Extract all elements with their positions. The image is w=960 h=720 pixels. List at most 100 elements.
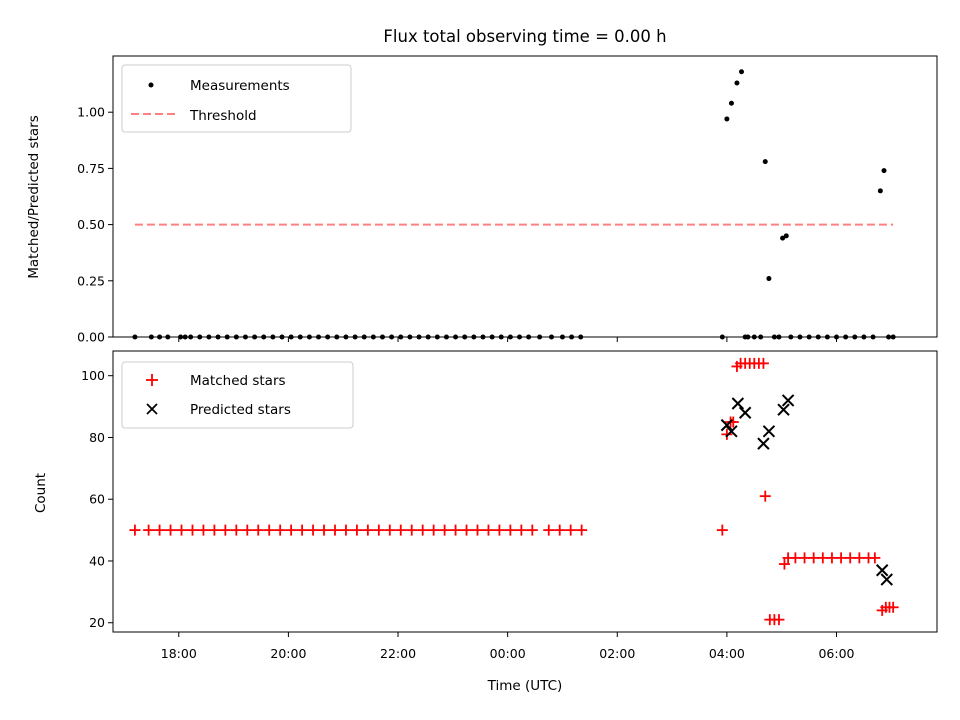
matched-stars-point — [329, 524, 341, 536]
matched-stars-point — [165, 524, 177, 536]
measurement-point — [783, 233, 789, 239]
top-y-tick-label: 0.75 — [77, 161, 105, 176]
measurement-point — [739, 69, 745, 75]
matched-stars-point — [395, 524, 407, 536]
matched-stars-point — [296, 524, 308, 536]
predicted-stars-point — [720, 418, 734, 432]
bottom-y-tick-label: 40 — [89, 553, 105, 568]
x-tick-label: 20:00 — [270, 646, 306, 661]
matched-stars-point — [450, 524, 462, 536]
matched-stars-point — [428, 524, 440, 536]
predicted-stars-point — [762, 425, 776, 438]
matched-stars-point — [515, 524, 527, 536]
predicted-stars-point — [757, 437, 770, 450]
matched-stars-point — [482, 524, 494, 536]
matched-stars-point — [208, 524, 220, 536]
measurement-point — [877, 188, 883, 194]
top-legend: Measurements Threshold — [121, 64, 352, 133]
top-plot-frame — [112, 55, 938, 338]
predicted-stars-point — [880, 573, 893, 586]
x-axis-label: Time (UTC) — [487, 678, 563, 694]
bottom-y-tick-label: 100 — [81, 368, 105, 383]
top-panel: 0.00 0.25 0.50 0.75 1.00 Matched/Predicted s… — [26, 55, 938, 345]
x-tick-label: 22:00 — [380, 646, 416, 661]
predicted-stars-point — [731, 397, 745, 410]
x-tick-label: 04:00 — [709, 646, 745, 661]
matched-stars-point — [263, 524, 275, 536]
matched-stars-point — [186, 524, 198, 536]
matched-stars-point — [154, 524, 166, 536]
top-y-tick-label: 1.00 — [77, 105, 105, 120]
predicted-stars-point — [777, 403, 790, 416]
measurement-point — [734, 80, 740, 86]
bottom-legend-box — [121, 361, 354, 429]
matched-legend-label: Matched stars — [190, 373, 286, 389]
matched-stars-point — [773, 614, 785, 626]
top-x-ticks — [178, 337, 838, 342]
matched-stars-point — [576, 524, 588, 536]
threshold-legend-label: Threshold — [189, 108, 257, 124]
matched-stars-point — [340, 524, 352, 536]
matched-stars-point — [554, 524, 566, 536]
matched-legend-marker — [146, 374, 158, 386]
matched-stars-point — [565, 524, 577, 536]
x-tick-label: 00:00 — [490, 646, 526, 661]
matched-stars-point — [143, 524, 155, 536]
chart-title: Flux total observing time = 0.00 h — [383, 27, 666, 46]
matched-stars-point — [197, 524, 209, 536]
matched-stars-series — [129, 357, 899, 626]
matched-stars-point — [504, 524, 516, 536]
measurement-point — [881, 168, 887, 174]
predicted-stars-point — [781, 394, 795, 407]
predicted-legend-label: Predicted stars — [190, 402, 291, 418]
matched-stars-point — [362, 524, 374, 536]
matched-stars-point — [307, 524, 319, 536]
measurement-point — [724, 116, 730, 122]
matched-stars-point — [759, 490, 771, 502]
matched-stars-point — [471, 524, 483, 536]
measurements-legend-label: Measurements — [190, 78, 290, 94]
predicted-stars-point — [738, 406, 752, 419]
matched-stars-point — [493, 524, 505, 536]
matched-stars-point — [274, 524, 286, 536]
x-tick-label: 06:00 — [818, 646, 854, 661]
top-y-tick-label: 0.25 — [77, 273, 105, 288]
matched-stars-point — [219, 524, 231, 536]
measurement-point — [766, 276, 772, 282]
predicted-legend-marker — [146, 403, 158, 415]
bottom-y-ticks: 20 40 60 80 100 — [81, 368, 113, 630]
top-legend-box — [121, 64, 352, 133]
matched-stars-point — [439, 524, 451, 536]
measurement-point — [780, 235, 786, 241]
bottom-y-tick-label: 60 — [89, 492, 105, 507]
bottom-panel: 20 40 60 80 100 18:00 20:00 22:00 00:00 02:00 04:… — [33, 350, 938, 694]
predicted-stars-series — [720, 394, 893, 586]
top-y-ticks: 0.00 0.25 0.50 0.75 1.00 — [77, 105, 113, 345]
matched-stars-point — [543, 524, 555, 536]
matched-stars-point — [757, 357, 769, 369]
matched-stars-point — [461, 524, 473, 536]
top-y-tick-label: 0.50 — [77, 217, 105, 232]
matched-stars-point — [241, 524, 253, 536]
matched-stars-point — [176, 524, 188, 536]
measurements-legend-marker — [148, 82, 154, 88]
x-tick-label: 18:00 — [161, 646, 197, 661]
matched-stars-point — [716, 524, 728, 536]
matched-stars-point — [869, 552, 881, 564]
bottom-y-tick-label: 80 — [89, 430, 105, 445]
top-y-tick-label: 0.00 — [77, 330, 105, 345]
matched-stars-point — [373, 524, 385, 536]
bottom-plot-frame — [112, 350, 938, 633]
bottom-y-axis-label: Count — [33, 473, 49, 513]
matched-stars-point — [406, 524, 418, 536]
measurement-point — [762, 159, 768, 165]
bottom-x-ticks: 18:00 20:00 22:00 00:00 02:00 04:00 06:00 — [161, 632, 855, 661]
x-tick-label: 02:00 — [599, 646, 635, 661]
matched-stars-point — [129, 524, 141, 536]
matched-stars-point — [351, 524, 363, 536]
matched-stars-point — [230, 524, 242, 536]
matched-stars-point — [318, 524, 330, 536]
predicted-stars-point — [725, 425, 738, 438]
matched-stars-point — [285, 524, 297, 536]
